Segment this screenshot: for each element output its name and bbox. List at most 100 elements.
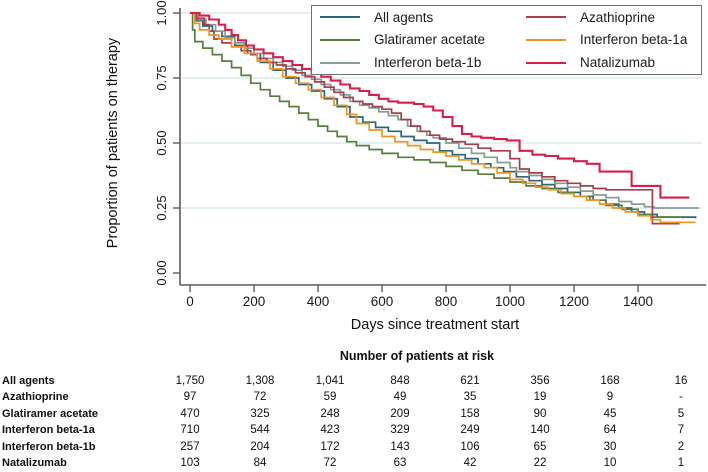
- x-tick-label: 1200: [559, 294, 589, 309]
- risk-cell: 544: [250, 424, 270, 437]
- legend-swatch-glatiramer-acetate: [320, 38, 360, 41]
- risk-row-label: Glatiramer acetate: [2, 407, 98, 420]
- chart-legend: All agents Glatiramer acetate Interferon b…: [311, 5, 702, 75]
- risk-cell: 204: [250, 440, 270, 453]
- legend-swatch-all-agents: [320, 16, 360, 19]
- x-axis-title: Days since treatment start: [351, 317, 519, 333]
- risk-cell: 90: [533, 407, 547, 420]
- risk-cell: 168: [600, 375, 620, 387]
- y-tick-label: 0.25: [154, 195, 169, 220]
- risk-cell: 710: [180, 424, 200, 437]
- risk-row-glatiramer-acetate: Glatiramer acetate 470 325 248 209 158 90 45 5: [0, 408, 708, 424]
- risk-cell: 423: [320, 424, 340, 437]
- risk-cell: 325: [250, 407, 270, 420]
- risk-cell: 1,041: [315, 375, 345, 387]
- x-tick-label: 600: [371, 294, 394, 309]
- y-tick-label: 0.75: [154, 65, 169, 90]
- risk-row-label: Natalizumab: [2, 457, 67, 469]
- risk-cell: 257: [180, 440, 200, 453]
- y-axis-title: Proportion of patients on therapy: [105, 37, 121, 248]
- series-path-glatiramer-acetate: [190, 12, 684, 219]
- risk-cell: 356: [530, 375, 550, 387]
- legend-swatch-interferon-beta-1b: [320, 61, 360, 64]
- axes: 0.00 0.25 0.50 0.75 1.00 0 200 400 600 800 1000 120…: [154, 0, 706, 309]
- x-tick-label: 1400: [623, 294, 653, 309]
- risk-row-azathioprine: Azathioprine 97 72 59 49 35 19 9 -: [0, 391, 708, 407]
- legend-item-natalizumab: Natalizumab: [518, 52, 701, 74]
- x-tick-label: 200: [243, 294, 266, 309]
- risk-cell: 84: [253, 457, 267, 469]
- risk-cell: 19: [533, 391, 547, 404]
- risk-cell: 2: [677, 440, 685, 453]
- risk-cell: 35: [463, 391, 477, 404]
- risk-cell: 329: [390, 424, 410, 437]
- risk-cell: 45: [603, 407, 617, 420]
- x-tick-label: 400: [307, 294, 330, 309]
- risk-row-interferon-beta-1a: Interferon beta-1a 710 544 423 329 249 140 64 7: [0, 424, 708, 440]
- legend-label: Azathioprine: [580, 9, 656, 25]
- risk-cell: 97: [183, 391, 197, 404]
- legend-label: Natalizumab: [580, 55, 656, 71]
- risk-cell: 621: [460, 375, 480, 387]
- risk-table-title: Number of patients at risk: [339, 349, 495, 363]
- legend-label: Interferon beta-1b: [374, 55, 482, 71]
- risk-cell: 42: [463, 457, 477, 469]
- risk-cell: 158: [460, 407, 480, 420]
- x-tick-label: 1000: [495, 294, 525, 309]
- risk-row-label: Interferon beta-1b: [2, 440, 96, 453]
- legend-swatch-interferon-beta-1a: [526, 38, 566, 41]
- risk-row-label: Interferon beta-1a: [2, 424, 95, 437]
- risk-cell: 49: [393, 391, 407, 404]
- risk-cell: 848: [390, 375, 410, 387]
- risk-cell: 22: [533, 457, 547, 469]
- risk-cell: 65: [533, 440, 547, 453]
- legend-label: Interferon beta-1a: [580, 32, 688, 48]
- risk-row-label: All agents: [2, 375, 55, 387]
- legend-label: All agents: [374, 9, 434, 25]
- risk-cell: -: [679, 391, 683, 404]
- legend-item-azathioprine: Azathioprine: [518, 6, 701, 28]
- risk-cell: 470: [180, 407, 200, 420]
- legend-item-all-agents: All agents: [312, 6, 518, 28]
- risk-row-all-agents: All agents 1,750 1,308 1,041 848 621 356 168 16: [0, 375, 708, 391]
- risk-cell: 5: [677, 407, 685, 420]
- risk-cell: 103: [180, 457, 200, 469]
- risk-cell: 72: [253, 391, 267, 404]
- series-path-natalizumab: [190, 11, 690, 199]
- risk-row-label: Azathioprine: [2, 391, 69, 404]
- legend-item-interferon-beta-1b: Interferon beta-1b: [312, 52, 518, 74]
- risk-cell: 248: [320, 407, 340, 420]
- risk-row-natalizumab: Natalizumab 103 84 72 63 42 22 10 1: [0, 457, 708, 472]
- legend-item-interferon-beta-1a: Interferon beta-1a: [518, 29, 701, 51]
- risk-cell: 64: [603, 424, 617, 437]
- y-tick-label: 0.50: [154, 130, 169, 155]
- risk-cell: 10: [603, 457, 617, 469]
- legend-item-glatiramer-acetate: Glatiramer acetate: [312, 29, 518, 51]
- risk-cell: 59: [323, 391, 337, 404]
- number-at-risk-table: Number of patients at risk All agents 1,7…: [0, 345, 708, 472]
- y-tick-label: 0.00: [154, 260, 169, 285]
- risk-cell: 249: [460, 424, 480, 437]
- legend-swatch-natalizumab: [526, 61, 566, 64]
- legend-swatch-azathioprine: [526, 16, 566, 19]
- risk-cell: 106: [460, 440, 480, 453]
- risk-cell: 9: [606, 391, 614, 404]
- km-chart: 0.00 0.25 0.50 0.75 1.00 0 200 400 600 800 1000 120…: [105, 0, 706, 333]
- survival-curves: [190, 11, 699, 225]
- risk-cell: 7: [677, 424, 685, 437]
- x-tick-label: 0: [186, 294, 194, 309]
- risk-cell: 63: [393, 457, 407, 469]
- risk-cell: 30: [603, 440, 617, 453]
- risk-cell: 172: [320, 440, 340, 453]
- x-tick-label: 800: [435, 294, 458, 309]
- risk-cell: 209: [390, 407, 410, 420]
- risk-cell: 140: [530, 424, 550, 437]
- risk-row-interferon-beta-1b: Interferon beta-1b 257 204 172 143 106 65 30 2: [0, 441, 708, 457]
- risk-cell: 143: [390, 440, 410, 453]
- risk-cell: 1: [677, 457, 685, 469]
- series-path-interferon-beta-1a: [190, 12, 696, 224]
- y-tick-label: 1.00: [154, 0, 169, 25]
- risk-cell: 72: [323, 457, 337, 469]
- risk-cell: 1,750: [175, 375, 205, 387]
- legend-label: Glatiramer acetate: [374, 32, 486, 48]
